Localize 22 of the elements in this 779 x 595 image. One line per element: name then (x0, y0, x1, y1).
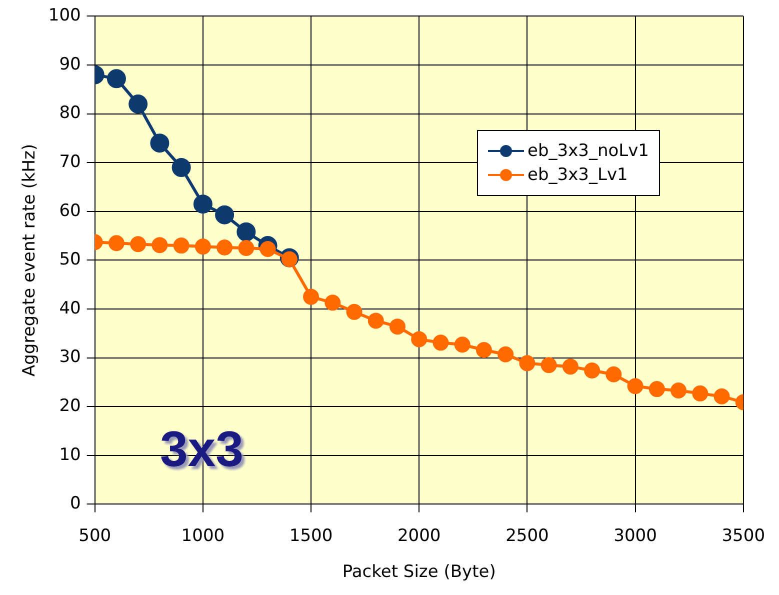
y-tick-label: 90 (59, 54, 81, 74)
y-tick-label: 10 (59, 444, 81, 465)
y-tick-label: 80 (59, 103, 81, 124)
x-tick-label: 3500 (722, 526, 765, 546)
x-tick-label: 2000 (397, 526, 441, 546)
y-tick-label: 50 (59, 250, 81, 270)
y-tick-label: 20 (59, 396, 81, 416)
x-tick-label: 2500 (506, 526, 549, 546)
x-axis-title: Packet Size (Byte) (342, 562, 496, 582)
y-tick-label: 30 (59, 347, 81, 368)
x-tick-label: 1500 (289, 526, 333, 546)
x-tick-label: 500 (78, 526, 112, 546)
y-tick-label: 0 (70, 494, 81, 514)
legend-label: eb_3x3_Lv1 (528, 165, 628, 185)
y-tick-label: 70 (59, 152, 81, 172)
y-tick-label: 60 (59, 200, 81, 221)
y-axis-title: Aggregate event rate (kHz) (20, 144, 40, 377)
x-tick-label: 3000 (614, 526, 657, 546)
legend-label: eb_3x3_noLv1 (528, 141, 649, 161)
y-tick-label: 100 (48, 6, 81, 26)
y-tick-label: 40 (59, 298, 81, 318)
x-tick-label: 1000 (181, 526, 225, 546)
